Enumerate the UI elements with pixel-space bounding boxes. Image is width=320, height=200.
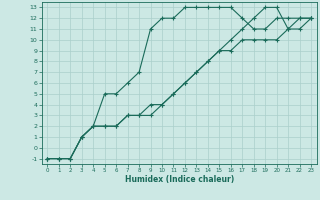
X-axis label: Humidex (Indice chaleur): Humidex (Indice chaleur)	[124, 175, 234, 184]
